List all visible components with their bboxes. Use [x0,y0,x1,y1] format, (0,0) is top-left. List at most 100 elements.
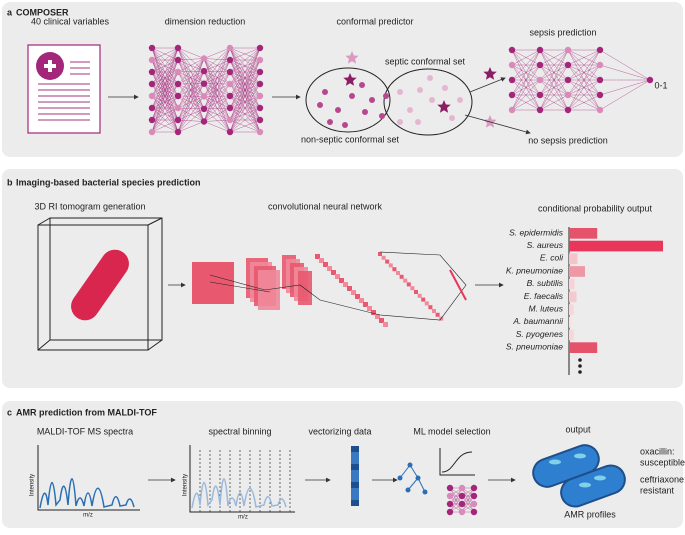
node [471,485,477,491]
node [149,129,155,135]
node [257,57,263,63]
step-label: dimension reduction [165,16,246,26]
step-label: no sepsis prediction [528,135,608,145]
point [407,107,413,113]
category-label: K. pneumoniae [506,265,563,275]
point [415,119,421,125]
feature-map [407,282,411,286]
node [175,69,181,75]
node [227,117,233,123]
node [201,81,207,87]
point [342,122,348,128]
feature-map [436,313,440,317]
node [257,93,263,99]
step-label: ML model selection [413,426,490,436]
feature-map [410,286,414,290]
vector-cell [351,446,359,452]
bar [569,266,585,277]
bar [569,279,575,290]
point [449,115,455,121]
bar [569,292,577,303]
point [379,113,385,119]
category-label: M. luteus [529,303,564,313]
node [175,81,181,87]
node [175,93,181,99]
node [509,62,515,68]
node [509,77,515,83]
node [565,77,571,83]
point [397,119,403,125]
node [175,57,181,63]
feature-map [418,294,422,298]
vector-cell [351,500,359,506]
node [447,493,453,499]
node [537,47,543,53]
node [257,117,263,123]
category-label: B. subtilis [527,278,564,288]
bar [569,253,577,264]
node [509,92,515,98]
point [359,82,365,88]
node [447,501,453,507]
node [149,105,155,111]
feature-map [382,256,386,260]
point [417,87,423,93]
bar [569,304,574,315]
node [201,118,207,124]
point [335,107,341,113]
node [257,81,263,87]
vector-cell [351,494,359,500]
node [597,107,603,113]
node [537,62,543,68]
category-label: S. pneumoniae [506,342,563,352]
node [537,107,543,113]
feature-map [378,252,382,256]
axis-label: Intensity [183,474,189,496]
node [149,57,155,63]
node [509,107,515,113]
node [227,81,233,87]
axis-label: m/z [238,515,248,521]
node [565,107,571,113]
node [597,92,603,98]
axis-label: m/z [83,513,93,519]
drug: ceftriaxone: [640,474,685,484]
point [327,119,333,125]
node [537,77,543,83]
node [459,485,465,491]
inclusion [594,476,606,481]
output-range: 0-1 [654,80,667,90]
inclusion [574,454,586,459]
node [471,501,477,507]
feature-map [396,271,400,275]
node [537,92,543,98]
feature-map [432,309,436,313]
step-label: conformal predictor [336,16,413,26]
point [369,97,375,103]
node [597,47,603,53]
node [149,93,155,99]
node [227,129,233,135]
category-label: S. aureus [527,240,564,250]
feature-map [414,290,418,294]
feature-map [192,262,234,304]
category-label: S. pyogenes [516,329,564,339]
point [349,93,355,99]
panel-title: Imaging-based bacterial species predicti… [16,177,201,187]
node [459,509,465,515]
step-label: 3D RI tomogram generation [34,201,145,211]
feature-map [421,298,425,302]
node [149,117,155,123]
set-label: non-septic conformal set [301,134,400,144]
node [257,129,263,135]
ellipsis [578,370,582,374]
ellipsis [578,364,582,368]
node [201,106,207,112]
point [317,102,323,108]
node [565,62,571,68]
step-label: vectorizing data [308,426,371,436]
footer: AMR profiles [564,509,616,519]
feature-map [428,305,432,309]
node [257,69,263,75]
point [457,97,463,103]
